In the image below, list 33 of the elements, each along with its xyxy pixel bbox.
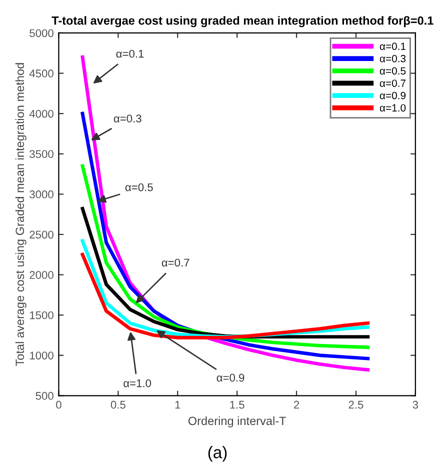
y-tick-label: 4000 — [29, 110, 54, 118]
legend-label: α=0.9 — [380, 92, 406, 100]
x-tick-label: 0.5 — [110, 400, 126, 409]
annotation: α=1.0 — [124, 379, 152, 388]
x-axis-title: Ordering interval-T — [188, 416, 286, 428]
y-tick-label: 3000 — [30, 190, 54, 198]
legend-label: α=0.3 — [380, 54, 406, 62]
y-tick-label: 2000 — [30, 271, 54, 279]
y-tick-label: 1000 — [30, 352, 54, 360]
annotation: α=0.9 — [216, 374, 244, 382]
text: (a) — [208, 446, 227, 462]
x-tick-label: 1.5 — [230, 400, 244, 409]
x-tick-label: 0 — [56, 400, 62, 409]
x-tick-label: 3 — [412, 400, 418, 409]
legend-label: α=0.1 — [380, 42, 406, 50]
annotation: α=0.3 — [114, 114, 142, 122]
x-tick-label: 2.5 — [348, 400, 364, 409]
x-tick-label: 1 — [175, 400, 180, 409]
y-tick-label: 4500 — [29, 70, 54, 78]
legend-label: α=1.0 — [380, 104, 406, 112]
annotation: α=0.1 — [116, 50, 144, 58]
x-tick-label: 2 — [294, 400, 300, 409]
annotation: α=0.5 — [125, 183, 153, 192]
legend-label: α=0.5 — [380, 67, 406, 75]
y-tick-label: 5000 — [30, 29, 54, 38]
annotation: α=0.7 — [162, 258, 190, 267]
y-tick-label: 3500 — [30, 150, 54, 158]
y-tick-label: 2500 — [30, 230, 54, 239]
legend-label: α=0.7 — [380, 80, 406, 87]
y-axis-title: Total average cost using Graded mean integration method — [15, 63, 26, 366]
y-tick-label: 1500 — [30, 311, 54, 320]
chart-title: T-total avergae cost using graded mean integration method forβ=0.1 — [52, 16, 434, 28]
y-tick-label: 500 — [36, 392, 54, 400]
